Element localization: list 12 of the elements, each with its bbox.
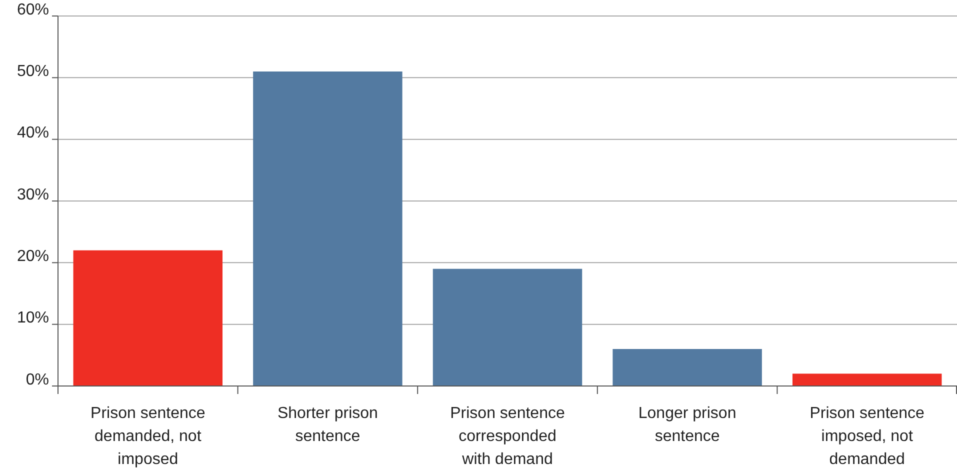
x-tick-label: Prison sentence corresponded with demand — [450, 405, 565, 468]
y-tick-label: 30% — [16, 186, 49, 204]
y-tick-label: 60% — [16, 1, 49, 18]
y-tick-label: 10% — [16, 310, 49, 327]
x-tick-label: Shorter prison sentence — [277, 405, 378, 445]
x-tick-label: Prison sentence imposed, not demanded — [810, 405, 925, 468]
y-tick-label: 20% — [16, 248, 49, 266]
x-tick-label: Longer prison sentence — [638, 405, 736, 445]
y-tick-label: 40% — [16, 124, 49, 142]
y-tick-label: 50% — [16, 63, 49, 80]
y-tick-label: 0% — [26, 371, 49, 388]
x-tick-label: Prison sentence demanded, not imposed — [90, 405, 206, 468]
